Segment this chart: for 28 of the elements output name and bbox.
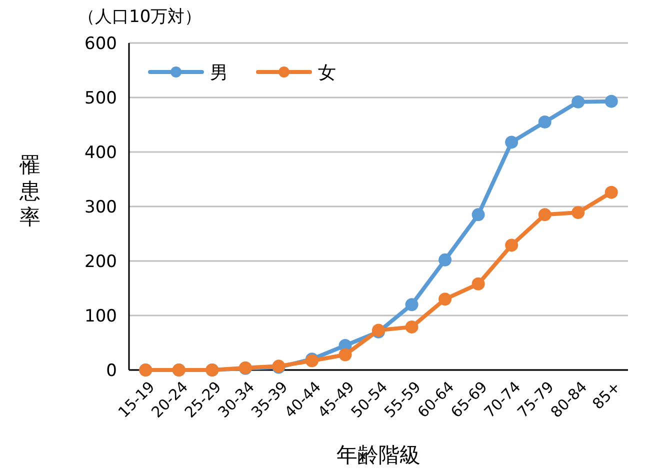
point	[405, 320, 418, 334]
y-tick-label: 600	[84, 34, 117, 54]
point	[604, 186, 618, 199]
point	[604, 94, 618, 108]
y-tick-label: 100	[84, 306, 117, 326]
y-tick-label: 0	[106, 360, 117, 381]
chart-subtitle: （人口10万対）	[78, 7, 202, 27]
point	[472, 277, 485, 290]
point	[438, 253, 452, 266]
point	[572, 206, 585, 219]
point	[338, 348, 352, 362]
point	[438, 292, 452, 306]
point	[472, 208, 485, 222]
y-tick-label: 200	[84, 252, 117, 272]
x-axis-title: 年齢階級	[336, 443, 420, 467]
point	[538, 116, 552, 129]
legend-label: 女	[318, 62, 336, 84]
x-tick-label: 85+	[588, 378, 624, 413]
y-tick-label: 300	[84, 197, 117, 218]
point	[505, 136, 518, 149]
point	[538, 208, 552, 222]
point	[572, 95, 585, 108]
y-axis-title: 罹患率	[18, 153, 40, 229]
point	[405, 298, 418, 312]
legend-label: 男	[210, 62, 228, 84]
y-tick-label: 500	[84, 88, 117, 108]
y-tick-label: 400	[84, 142, 117, 163]
point	[505, 238, 518, 252]
